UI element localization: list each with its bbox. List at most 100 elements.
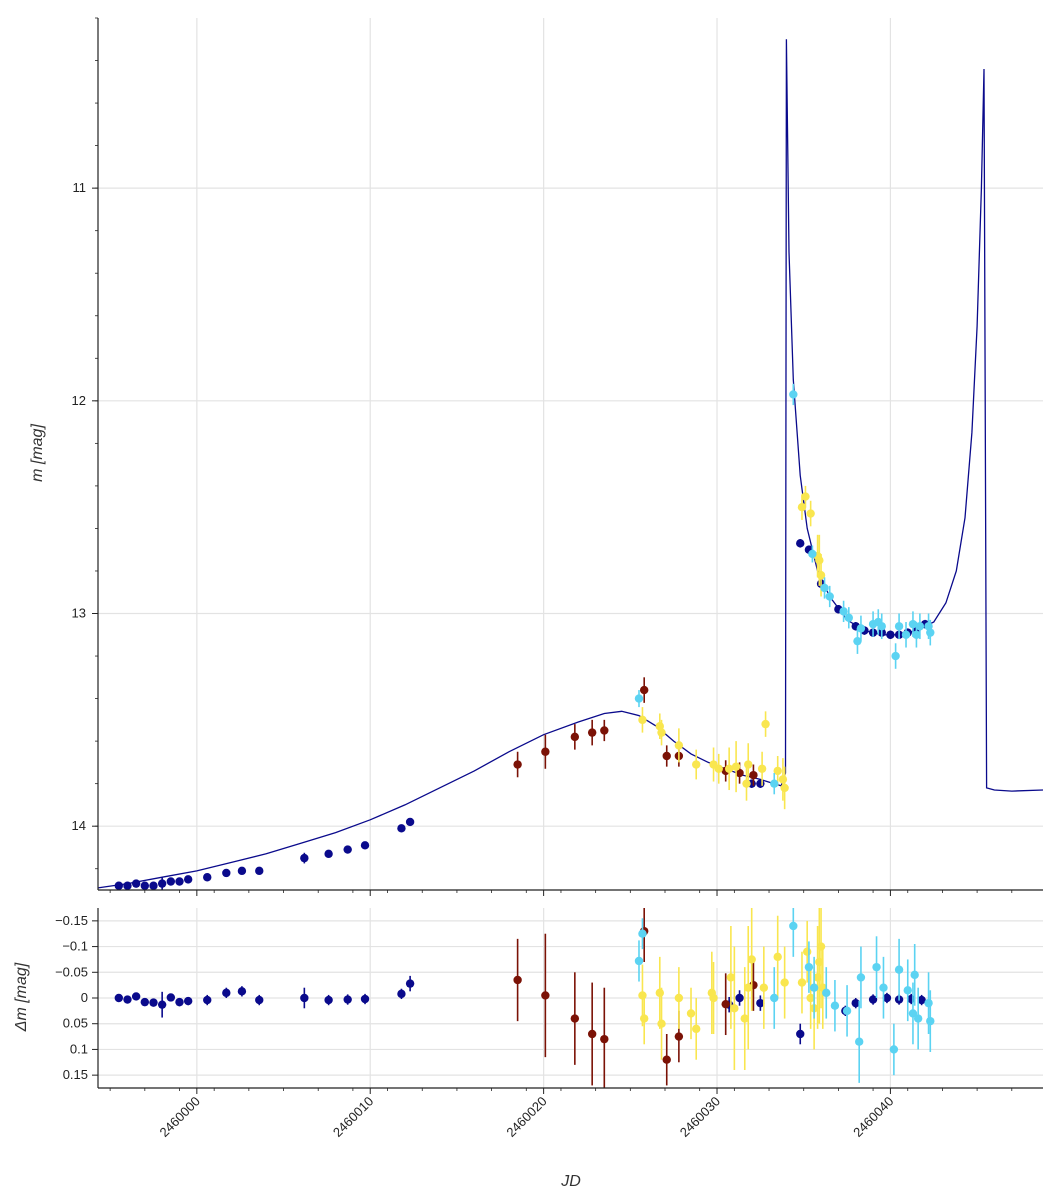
- data-point-yellow: [797, 978, 807, 987]
- residual-y-tick-label: 0.1: [70, 1041, 88, 1056]
- data-point-cyan: [825, 592, 834, 601]
- data-point-yellow: [674, 741, 684, 750]
- data-point-darkred: [662, 1055, 671, 1064]
- data-point-navy: [405, 979, 415, 988]
- data-point-navy: [397, 824, 406, 833]
- data-point-navy: [300, 993, 309, 1003]
- main-y-tick-label: 12: [72, 393, 86, 408]
- residual-y-tick-label: 0: [81, 990, 88, 1005]
- data-point-darkred: [513, 975, 522, 985]
- data-point-cyan: [830, 1001, 840, 1010]
- data-point-yellow: [731, 762, 741, 771]
- data-point-navy: [324, 849, 333, 859]
- data-point-cyan: [839, 607, 848, 616]
- residual-data-points: [114, 908, 935, 1088]
- data-point-cyan: [853, 636, 862, 646]
- data-point-navy: [796, 539, 805, 548]
- data-point-yellow: [801, 492, 810, 501]
- data-point-cyan: [901, 630, 911, 639]
- data-point-navy: [222, 988, 231, 998]
- data-point-cyan: [634, 694, 644, 703]
- data-point-cyan: [879, 983, 888, 992]
- data-point-yellow: [740, 1014, 749, 1023]
- data-point-cyan: [908, 1009, 918, 1018]
- data-point-navy: [222, 868, 231, 878]
- data-point-darkred: [662, 751, 671, 761]
- data-point-yellow: [761, 719, 770, 729]
- data-point-yellow: [742, 779, 751, 788]
- x-tick-label: 2460020: [503, 1094, 549, 1140]
- data-point-yellow: [657, 728, 666, 737]
- data-point-darkred: [639, 685, 649, 695]
- data-point-navy: [756, 998, 765, 1008]
- data-point-cyan: [770, 993, 779, 1003]
- main-panel: 11 12 13 14 m [mag]: [29, 17, 1044, 893]
- data-point-yellow: [692, 1024, 701, 1034]
- data-point-yellow: [806, 993, 815, 1003]
- data-point-cyan: [820, 583, 829, 593]
- data-point-cyan: [856, 973, 866, 982]
- data-point-yellow: [724, 764, 734, 773]
- data-point-navy: [237, 987, 247, 996]
- data-point-yellow: [655, 988, 664, 998]
- data-point-darkred: [513, 760, 522, 769]
- data-point-yellow: [802, 947, 812, 956]
- data-point-cyan: [894, 965, 904, 974]
- data-point-cyan: [915, 622, 925, 631]
- data-point-navy: [255, 866, 264, 876]
- data-point-cyan: [822, 988, 831, 998]
- data-point-darkred: [674, 1032, 684, 1041]
- data-point-navy: [175, 997, 184, 1007]
- data-point-cyan: [789, 390, 798, 399]
- data-point-navy: [175, 877, 184, 886]
- data-point-navy: [735, 993, 744, 1003]
- data-point-yellow: [692, 760, 701, 769]
- data-point-darkred: [570, 732, 580, 742]
- data-point-cyan: [809, 983, 819, 992]
- data-point-cyan: [903, 986, 912, 995]
- main-plot-area: [98, 18, 1043, 890]
- main-y-tick-label: 11: [73, 180, 87, 195]
- data-point-yellow: [816, 942, 826, 951]
- data-point-navy: [882, 993, 892, 1003]
- main-grid: [98, 18, 1043, 890]
- data-point-navy: [114, 993, 124, 1003]
- data-point-cyan: [910, 970, 919, 980]
- data-point-navy: [405, 817, 415, 827]
- data-point-yellow: [744, 760, 753, 769]
- data-point-navy: [397, 989, 406, 999]
- data-point-cyan: [842, 1006, 852, 1016]
- residual-y-tick-label: −0.15: [55, 913, 88, 928]
- data-point-navy: [343, 995, 352, 1004]
- data-point-navy: [157, 1000, 167, 1009]
- data-point-navy: [868, 995, 878, 1004]
- residual-y-tick-label: −0.1: [62, 939, 88, 954]
- data-point-darkred: [587, 1029, 597, 1039]
- data-point-yellow: [747, 955, 756, 964]
- data-point-cyan: [856, 624, 866, 633]
- data-point-navy: [237, 866, 247, 876]
- x-tick-label: 2460030: [677, 1094, 723, 1140]
- data-point-cyan: [889, 1045, 899, 1054]
- data-point-cyan: [894, 622, 904, 631]
- data-point-navy: [360, 841, 370, 850]
- data-point-cyan: [855, 1037, 864, 1046]
- data-point-navy: [157, 879, 167, 888]
- residual-axes: −0.15 −0.1 −0.05 0 0.05 0.1 0.15: [55, 908, 1043, 1089]
- data-point-cyan: [872, 962, 881, 972]
- data-point-navy: [300, 853, 309, 863]
- data-point-cyan: [770, 779, 779, 788]
- data-point-navy: [123, 995, 132, 1004]
- x-tick-label: 2460010: [330, 1094, 376, 1140]
- data-point-yellow: [757, 764, 767, 773]
- data-point-yellow: [726, 973, 736, 982]
- data-point-cyan: [924, 998, 933, 1008]
- residual-y-axis-label: Δm [mag]: [13, 962, 30, 1032]
- data-point-yellow: [638, 991, 647, 1000]
- data-point-cyan: [926, 1016, 935, 1026]
- data-point-yellow: [773, 766, 782, 776]
- data-point-navy: [360, 994, 370, 1004]
- data-point-navy: [140, 881, 150, 890]
- residual-y-tick-label: −0.05: [55, 964, 88, 979]
- data-point-navy: [886, 630, 895, 639]
